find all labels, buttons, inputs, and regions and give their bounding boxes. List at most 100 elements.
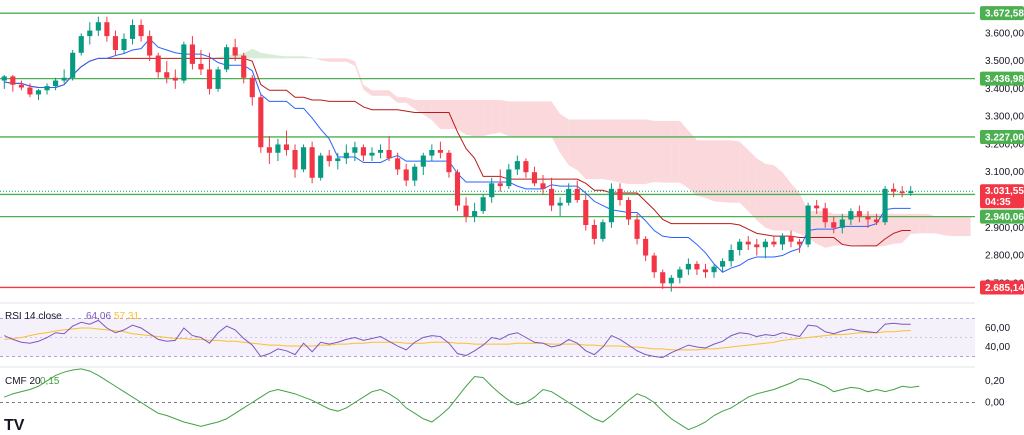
candle-body — [754, 244, 760, 248]
candle-body — [805, 205, 811, 245]
cloud-segment — [953, 216, 963, 237]
candle-body — [574, 188, 580, 200]
cloud-segment — [483, 100, 492, 137]
candle-body — [796, 241, 803, 245]
candle-body — [540, 183, 546, 189]
candle-body — [87, 30, 93, 37]
candle-body — [600, 222, 606, 239]
candle-body — [668, 277, 674, 284]
cloud-segment — [320, 58, 330, 62]
kijun-line — [4, 57, 911, 247]
candle-body — [566, 188, 572, 203]
candle-body — [386, 150, 392, 159]
cloud-segment — [637, 119, 646, 185]
level-badge-label: 2.685,14 — [985, 283, 1024, 294]
cloud-segment — [910, 213, 920, 235]
candle-body — [18, 84, 24, 88]
candle-body — [164, 72, 170, 78]
candle-body — [27, 87, 33, 95]
cloud-segment — [363, 84, 372, 96]
cloud-segment — [406, 97, 415, 110]
candle-body — [369, 152, 375, 156]
cloud-segment — [269, 54, 278, 59]
cloud-segment — [739, 141, 749, 212]
candle-body — [557, 202, 563, 206]
cloud-segment — [731, 140, 740, 203]
level-badge-resistance-1 — [980, 6, 1024, 21]
candle-body — [283, 144, 290, 150]
cloud-segment — [705, 140, 715, 202]
candles — [1, 16, 914, 292]
cloud-segment — [782, 172, 792, 231]
candle-body — [771, 241, 777, 245]
tradingview-logo-icon: TV — [4, 417, 25, 434]
level-badge-label: 3.227,00 — [985, 132, 1024, 143]
candle-body — [899, 191, 905, 194]
candle-body — [420, 155, 426, 167]
rsi-tick-label: 60,00 — [985, 323, 1010, 334]
cloud-segment — [534, 101, 544, 137]
cloud-segment — [560, 113, 569, 166]
candle-body — [831, 222, 837, 228]
price-axis: 3.600,00 3.500,00 3.400,00 3.300,00 3.200,00… — [980, 6, 1024, 295]
cloud-segment — [508, 101, 518, 137]
rsi-pane: 60,00 40,00 — [0, 318, 1010, 358]
candle-body — [1, 76, 7, 81]
cloud-segment — [859, 213, 868, 246]
candle-body — [514, 161, 520, 170]
candle-body — [395, 158, 401, 170]
candle-body — [788, 236, 794, 242]
level-badge-label: 3.672,58 — [985, 9, 1024, 20]
rsi-tick-label: 40,00 — [985, 342, 1010, 353]
candle-body — [61, 77, 67, 81]
price-tick-label: 2.900,00 — [985, 223, 1024, 234]
rsi-legend-label: RSI 14 close — [5, 311, 62, 322]
cmf-tick-label: 0,00 — [985, 398, 1005, 409]
candle-body — [856, 211, 862, 217]
candle-body — [112, 36, 119, 50]
cloud-segment — [397, 97, 407, 103]
candle-body — [335, 158, 341, 162]
candle-body — [147, 36, 153, 56]
cloud-segment — [962, 216, 971, 237]
candle-body — [292, 150, 298, 170]
candle-body — [206, 69, 213, 89]
candle-body — [437, 150, 443, 153]
horizontal-levels — [0, 12, 975, 289]
cloud-segment — [696, 140, 706, 198]
candle-body — [181, 44, 187, 81]
candle-body — [685, 263, 691, 270]
last-price-badge — [980, 184, 1024, 209]
cloud-segment — [619, 119, 629, 185]
cloud-segment — [457, 100, 467, 135]
cloud-segment — [645, 119, 655, 185]
candle-body — [429, 150, 435, 156]
candle-body — [249, 77, 255, 98]
candle-body — [35, 90, 42, 95]
candle-body — [121, 38, 127, 50]
candle-body — [822, 208, 828, 223]
cloud-segment — [628, 119, 638, 185]
cloud-segment — [500, 100, 509, 137]
cloud-segment — [303, 56, 313, 59]
candle-body — [523, 161, 529, 173]
cloud-segment — [585, 119, 595, 180]
rsi-value: 64,06 — [86, 311, 111, 322]
price-tick-label: 3.100,00 — [985, 167, 1024, 178]
cloud-segment — [611, 119, 620, 183]
candle-body — [343, 152, 349, 159]
level-badge-label: 2.940,06 — [985, 212, 1024, 223]
price-tick-label: 3.200,00 — [985, 139, 1024, 150]
cloud-segment — [679, 120, 689, 189]
candle-body — [480, 197, 486, 212]
cloud-segment — [850, 213, 860, 246]
cloud-segment — [474, 100, 484, 137]
cloud-segment — [748, 150, 757, 221]
candle-body — [309, 147, 315, 178]
last-price-label: 3.031,55 — [985, 186, 1024, 197]
cloud-segment — [295, 56, 304, 59]
candle-body — [360, 147, 366, 156]
candle-body — [506, 169, 512, 187]
candle-body — [241, 55, 247, 78]
